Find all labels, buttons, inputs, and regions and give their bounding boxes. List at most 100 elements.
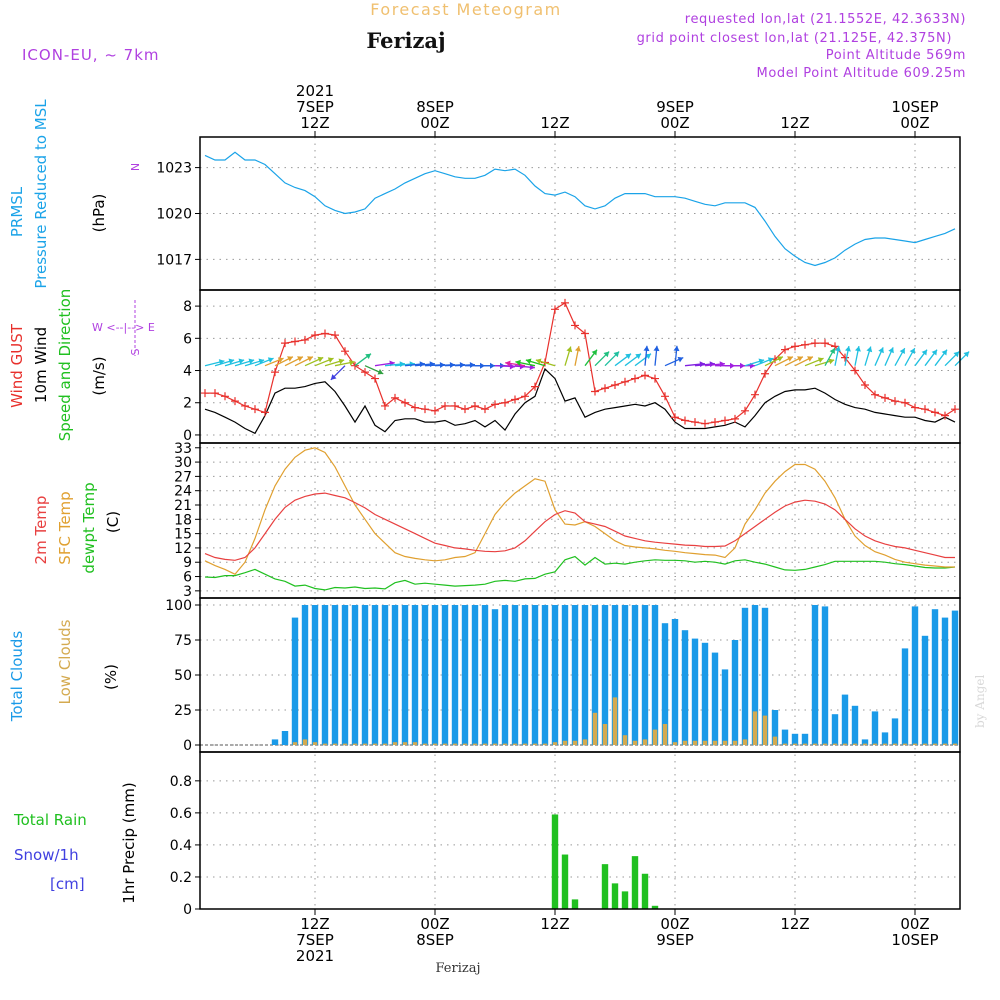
wind-direction-arrow	[824, 347, 836, 367]
low-cloud-bar	[872, 743, 878, 745]
gust-marker	[461, 405, 469, 414]
total-cloud-bar	[921, 635, 929, 745]
gust-marker	[381, 401, 389, 410]
low-cloud-bar	[692, 740, 698, 745]
low-cloud-bar	[302, 739, 308, 745]
wind-gust-line	[205, 302, 956, 425]
total-cloud-bar	[751, 605, 759, 745]
wind-ylabel-gust: Wind GUST	[8, 323, 26, 408]
wind-direction-arrow	[604, 351, 620, 367]
wind-direction-arrow	[454, 361, 476, 368]
total-cloud-bar	[861, 739, 869, 745]
rain-bar	[621, 891, 629, 909]
low-cloud-bar	[382, 743, 388, 745]
wind-direction-arrow	[234, 358, 255, 367]
gust-marker	[601, 384, 609, 393]
pressure-ylabel-2: Pressure Reduced to MSL	[32, 99, 50, 289]
total-cloud-bar	[881, 732, 889, 745]
gust-marker	[261, 408, 269, 417]
low-cloud-bar	[822, 743, 828, 745]
time-label-bottom: 10SEP	[891, 931, 938, 949]
wind-direction-arrow	[535, 358, 556, 367]
total-cloud-bar	[701, 642, 709, 745]
wind-direction-arrow	[574, 345, 581, 366]
low-cloud-bar	[312, 742, 318, 745]
time-label-bottom: 00Z	[900, 915, 929, 933]
wind-direction-arrow	[784, 356, 804, 367]
time-label-top: 2021	[296, 82, 334, 100]
wind-direction-arrow	[884, 347, 894, 366]
gust-marker	[881, 393, 889, 402]
low-cloud-bar	[322, 743, 328, 745]
gust-marker	[831, 342, 839, 351]
t2m-line	[204, 492, 955, 561]
panel-frame-wind	[199, 289, 961, 444]
total-cloud-bar	[521, 605, 529, 745]
total-cloud-bar	[611, 605, 619, 745]
low-cloud-bar	[572, 740, 578, 745]
total-cloud-bar	[871, 711, 879, 745]
y-tick-label: 1017	[156, 252, 192, 268]
total-cloud-bar	[551, 605, 559, 745]
low-cloud-bar	[492, 743, 498, 745]
wind-direction-arrow	[894, 347, 906, 367]
total-cloud-bar	[391, 605, 399, 745]
gust-marker	[701, 419, 709, 428]
low-cloud-bar	[662, 724, 668, 745]
gust-marker	[921, 405, 929, 414]
total-cloud-bar	[401, 605, 409, 745]
precip-ylabel: 1hr Precip (mm)	[120, 782, 138, 903]
gust-marker	[521, 392, 529, 401]
low-cloud-bar	[452, 743, 458, 745]
low-cloud-bar	[392, 742, 398, 745]
wind-direction-arrow	[794, 356, 814, 367]
total-cloud-bar	[681, 630, 689, 745]
total-cloud-bar	[821, 606, 829, 745]
wind-speed-line	[204, 367, 956, 435]
y-tick-label: 75	[174, 633, 192, 649]
gust-marker	[271, 368, 279, 377]
gust-marker	[911, 403, 919, 412]
precip-legend-snow: Snow/1h	[14, 846, 79, 864]
gust-marker	[511, 395, 519, 404]
low-cloud-bar	[922, 743, 928, 745]
gust-marker	[661, 392, 669, 401]
wind-direction-arrow	[844, 345, 851, 366]
total-cloud-bar	[331, 605, 339, 745]
gust-marker	[951, 405, 959, 414]
temp-ylabel-2m: 2m Temp	[32, 496, 50, 565]
total-cloud-bar	[571, 605, 579, 745]
total-cloud-bar	[941, 617, 949, 745]
compass-n: N	[129, 163, 142, 171]
gust-marker	[591, 387, 599, 396]
temp-ylabel-unit: (C)	[104, 511, 122, 533]
wind-direction-arrow	[954, 351, 970, 367]
low-cloud-bar	[782, 743, 788, 745]
gust-marker	[241, 401, 249, 410]
low-cloud-bar	[882, 743, 888, 745]
y-tick-label: 27	[174, 469, 192, 485]
y-tick-label: 6	[183, 331, 192, 347]
wind-direction-arrow	[874, 347, 884, 366]
y-tick-label: 12	[174, 541, 192, 557]
low-cloud-bar	[562, 740, 568, 745]
wind-direction-arrow	[664, 356, 684, 367]
total-cloud-bar	[271, 739, 279, 745]
gust-marker	[851, 366, 859, 375]
wind-direction-arrow	[224, 358, 245, 367]
y-tick-label: 3	[183, 584, 192, 600]
rain-bar	[611, 883, 619, 909]
time-label-top: 00Z	[420, 114, 449, 132]
gust-marker	[721, 416, 729, 425]
gust-marker	[801, 340, 809, 349]
gust-marker	[371, 374, 379, 383]
gust-marker	[291, 337, 299, 346]
y-tick-label: 1020	[156, 207, 192, 223]
wind-ylabel-10m: 10m Wind	[32, 327, 50, 403]
gust-marker	[841, 353, 849, 362]
gust-marker	[431, 406, 439, 415]
wind-direction-arrow	[594, 351, 610, 367]
gust-marker	[551, 305, 559, 314]
total-cloud-bar	[511, 605, 519, 745]
